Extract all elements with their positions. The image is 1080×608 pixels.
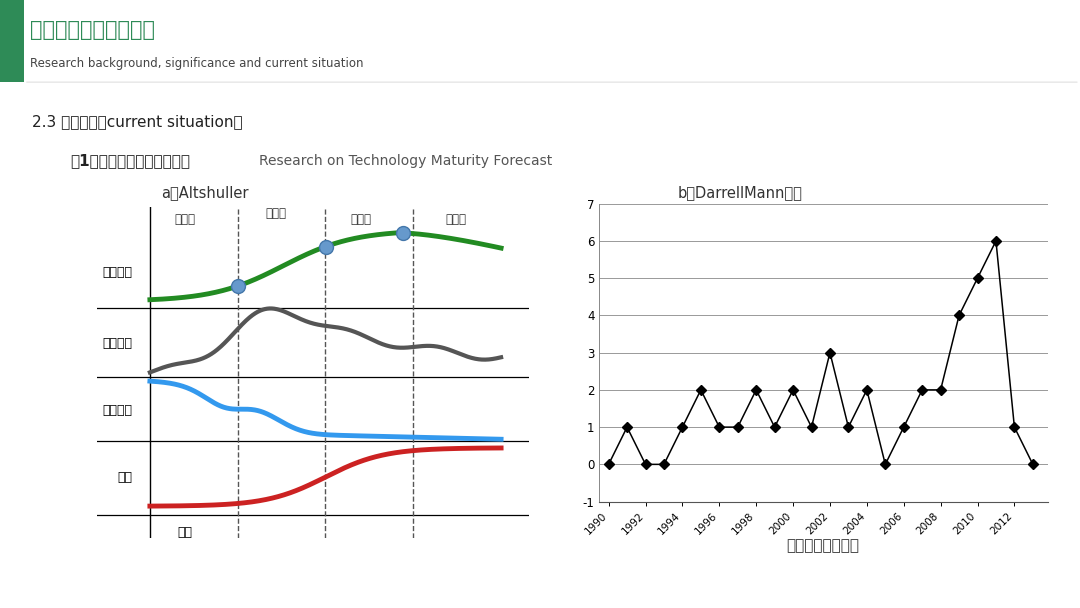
- Text: 成长期: 成长期: [266, 207, 287, 220]
- Text: 衰退期: 衰退期: [445, 213, 465, 226]
- Text: b）DarrellMann模式: b）DarrellMann模式: [677, 185, 802, 201]
- Text: 婴儿期: 婴儿期: [175, 213, 195, 226]
- Text: （1）技术成熟度预测研究。: （1）技术成熟度预测研究。: [70, 154, 190, 168]
- Text: 2.3 研究现状（current situation）: 2.3 研究现状（current situation）: [32, 114, 243, 129]
- Text: 专利数量: 专利数量: [103, 337, 133, 350]
- Text: 时间: 时间: [177, 526, 192, 539]
- Text: 利润: 利润: [118, 471, 133, 483]
- Text: Research background, significance and current situation: Research background, significance and cu…: [30, 57, 364, 71]
- Text: Research on Technology Maturity Forecast: Research on Technology Maturity Forecast: [259, 154, 553, 168]
- Text: 成熟期: 成熟期: [350, 213, 372, 226]
- Text: 研究背景、意义及现状: 研究背景、意义及现状: [30, 21, 156, 40]
- Text: 降低成本专利分布: 降低成本专利分布: [786, 538, 860, 553]
- Text: 发明级别: 发明级别: [103, 404, 133, 416]
- Text: 性能参数: 性能参数: [103, 266, 133, 278]
- Text: a）Altshuller: a）Altshuller: [161, 185, 249, 201]
